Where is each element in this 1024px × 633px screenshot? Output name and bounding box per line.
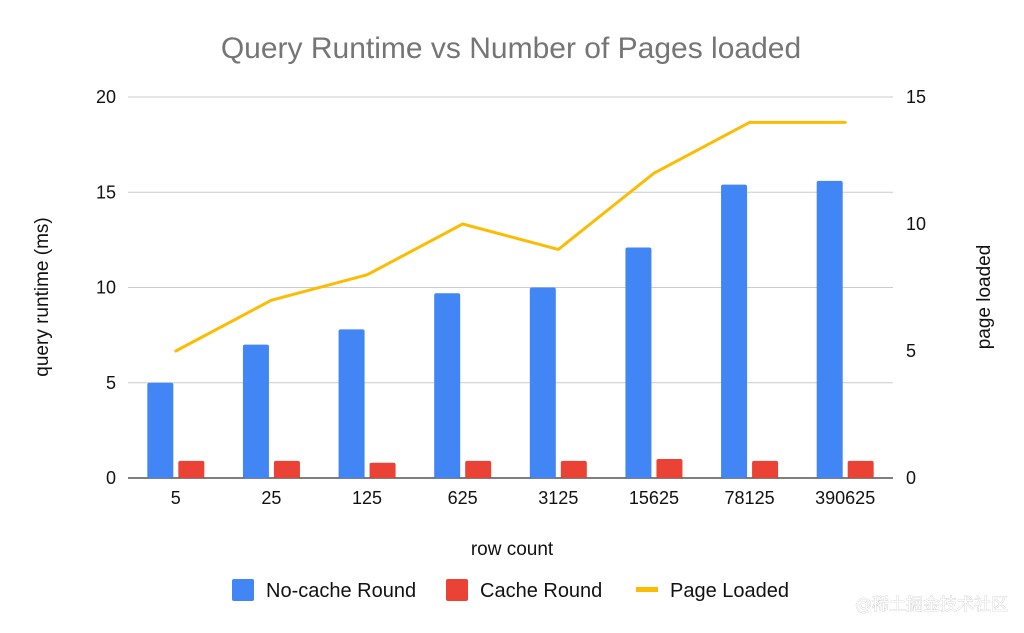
x-tick-label: 78125 <box>725 488 775 508</box>
legend-label-cache-round: Cache Round <box>480 580 602 602</box>
bar-cache-round <box>273 460 300 478</box>
y-tick-label: 0 <box>106 468 116 488</box>
bar-cache-round <box>656 458 683 478</box>
bar-no-cache-round <box>338 329 365 478</box>
y-tick-label: 10 <box>96 278 116 298</box>
legend-label-no-cache-round: No-cache Round <box>266 580 416 602</box>
bar-no-cache-round <box>529 287 556 478</box>
x-tick-label: 15625 <box>629 488 679 508</box>
bar-cache-round <box>178 460 205 478</box>
bars <box>147 180 874 478</box>
legend-swatch-no-cache-round <box>232 579 254 601</box>
legend-swatch-page-loaded <box>636 587 658 592</box>
y2-tick-label: 10 <box>906 214 926 234</box>
bar-cache-round <box>369 462 396 478</box>
bar-cache-round <box>560 460 587 478</box>
bar-no-cache-round <box>721 184 748 478</box>
y2-tick-label: 0 <box>906 468 916 488</box>
legend: No-cache Round Cache Round Page Loaded <box>232 579 789 602</box>
y-tick-label: 20 <box>96 87 116 107</box>
x-tick-label: 5 <box>171 488 181 508</box>
line-series <box>174 120 847 353</box>
watermark: @稀土掘金技术社区 <box>855 595 1008 615</box>
bar-no-cache-round <box>434 293 461 478</box>
y-axis-title: query runtime (ms) <box>32 217 53 376</box>
legend-label-page-loaded: Page Loaded <box>670 580 789 602</box>
y2-tick-label: 15 <box>906 87 926 107</box>
bar-no-cache-round <box>816 180 843 478</box>
bar-cache-round <box>752 460 779 478</box>
y2-tick-label: 5 <box>906 341 916 361</box>
line-page-loaded <box>174 120 847 353</box>
legend-swatch-cache-round <box>446 579 468 601</box>
x-tick-label: 3125 <box>538 488 578 508</box>
x-tick-label: 25 <box>261 488 281 508</box>
tick-labels: 0 5 10 15 20 0 5 10 15 5 25 125 625 3125 15625 78125 390… <box>96 87 926 508</box>
bar-cache-round <box>847 460 874 478</box>
y-tick-label: 15 <box>96 182 116 202</box>
bar-no-cache-round <box>625 247 652 478</box>
y2-axis-title: page loaded <box>974 245 995 350</box>
bar-no-cache-round <box>147 382 174 478</box>
bar-cache-round <box>465 460 492 478</box>
gridlines <box>128 96 893 479</box>
x-axis-title: row count <box>471 539 554 560</box>
x-tick-label: 625 <box>448 488 478 508</box>
x-tick-label: 390625 <box>815 488 875 508</box>
y-tick-label: 5 <box>106 373 116 393</box>
bar-no-cache-round <box>242 344 269 478</box>
x-tick-label: 125 <box>352 488 382 508</box>
chart-title: Query Runtime vs Number of Pages loaded <box>221 32 801 65</box>
